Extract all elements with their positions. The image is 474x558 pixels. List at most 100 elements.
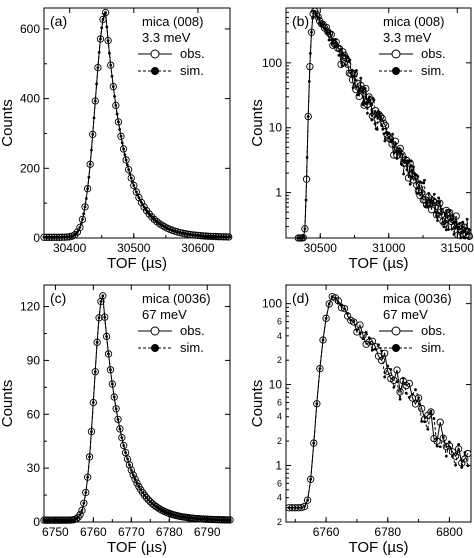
sim-point bbox=[387, 136, 391, 140]
sim-point bbox=[404, 155, 408, 159]
sim-point bbox=[432, 192, 436, 196]
sim-point bbox=[464, 226, 468, 230]
sim-point bbox=[416, 175, 420, 178]
sim-point bbox=[399, 162, 403, 166]
sim-point bbox=[361, 103, 365, 107]
y-tick-label: 200 bbox=[20, 161, 40, 175]
x-tick-label: 6750 bbox=[42, 525, 69, 539]
sim-point bbox=[395, 380, 399, 384]
sim-point bbox=[451, 213, 455, 217]
sim-point bbox=[324, 27, 328, 31]
sim-point bbox=[369, 102, 373, 106]
sim-point bbox=[109, 368, 112, 372]
sim-point bbox=[421, 181, 425, 185]
sim-point bbox=[318, 21, 322, 24]
sim-point bbox=[442, 225, 446, 229]
sim-point bbox=[383, 375, 387, 379]
sim-point bbox=[302, 235, 306, 239]
sim-point bbox=[407, 395, 411, 399]
obs-point bbox=[127, 174, 135, 182]
y-tick-label: 30 bbox=[27, 461, 41, 475]
sim-point bbox=[343, 307, 346, 311]
obs-point bbox=[356, 321, 364, 329]
sim-point bbox=[392, 145, 396, 149]
sim-point bbox=[324, 316, 328, 320]
plot-frame bbox=[285, 284, 472, 523]
obs-point bbox=[314, 13, 322, 21]
sim-point bbox=[93, 370, 97, 374]
sim-point bbox=[86, 187, 90, 191]
y-minor-tick-label: 2 bbox=[277, 517, 282, 527]
sim-point bbox=[303, 505, 306, 508]
sim-point bbox=[370, 348, 374, 352]
sim-point bbox=[453, 226, 457, 230]
x-axis-title: TOF (µs) bbox=[348, 539, 408, 556]
annotation-text: 67 meV bbox=[383, 307, 428, 322]
series-obs-line bbox=[289, 295, 469, 509]
sim-point bbox=[337, 301, 340, 305]
legend-sim-marker bbox=[151, 67, 159, 75]
legend-sim-marker bbox=[151, 344, 159, 352]
sim-point bbox=[350, 68, 354, 72]
sim-point bbox=[389, 368, 393, 371]
sim-point bbox=[417, 396, 420, 400]
sim-point bbox=[78, 226, 82, 229]
obs-point bbox=[137, 198, 146, 207]
obs-point bbox=[154, 504, 162, 512]
sim-point bbox=[358, 331, 362, 335]
sim-point bbox=[138, 198, 142, 202]
sim-point bbox=[122, 147, 125, 151]
y-minor-tick-label: 4 bbox=[277, 493, 282, 503]
plot-frame bbox=[43, 7, 231, 239]
sim-point bbox=[414, 173, 418, 177]
y-minor-tick-label: 4 bbox=[277, 331, 282, 341]
sim-point bbox=[463, 451, 467, 454]
sim-point bbox=[360, 89, 364, 93]
obs-point bbox=[81, 203, 89, 211]
y-tick-label: 1 bbox=[275, 458, 282, 472]
sim-point bbox=[441, 435, 445, 439]
sim-point bbox=[415, 191, 419, 195]
obs-point bbox=[377, 356, 386, 365]
sim-point bbox=[315, 402, 319, 406]
sim-point bbox=[122, 444, 126, 447]
sim-point bbox=[455, 223, 459, 227]
sim-point bbox=[328, 30, 332, 34]
sim-point bbox=[423, 420, 427, 424]
sim-point bbox=[383, 139, 387, 143]
sim-point bbox=[228, 518, 232, 522]
sim-point bbox=[438, 200, 442, 204]
sim-point bbox=[307, 80, 311, 83]
sim-point bbox=[355, 69, 358, 72]
sim-point bbox=[129, 468, 133, 472]
sim-point bbox=[287, 506, 291, 510]
sim-point bbox=[448, 440, 451, 444]
sim-point bbox=[429, 199, 433, 202]
sim-point bbox=[344, 63, 347, 67]
sim-point bbox=[93, 99, 97, 103]
sim-point bbox=[79, 222, 83, 226]
x-tick-label: 6760 bbox=[80, 525, 107, 539]
sim-point bbox=[407, 159, 411, 163]
sim-point bbox=[135, 481, 139, 485]
sim-point bbox=[333, 45, 336, 49]
obs-point bbox=[119, 145, 128, 153]
obs-point bbox=[148, 213, 156, 221]
sim-point bbox=[426, 427, 430, 431]
sim-point bbox=[112, 395, 116, 399]
obs-point bbox=[427, 206, 436, 214]
sim-point bbox=[127, 168, 131, 172]
obs-point bbox=[393, 366, 401, 374]
sim-point bbox=[372, 98, 376, 102]
sim-point bbox=[81, 218, 84, 221]
obs-point bbox=[125, 165, 133, 174]
sim-point bbox=[367, 98, 370, 102]
obs-point bbox=[133, 479, 141, 487]
sim-point bbox=[465, 217, 469, 221]
sim-point bbox=[401, 153, 404, 156]
y-minor-tick-label: 2 bbox=[277, 355, 282, 365]
legend-sim-label: sim. bbox=[421, 340, 445, 355]
sim-point bbox=[458, 222, 461, 225]
sim-point bbox=[378, 112, 381, 116]
sim-point bbox=[76, 515, 80, 519]
